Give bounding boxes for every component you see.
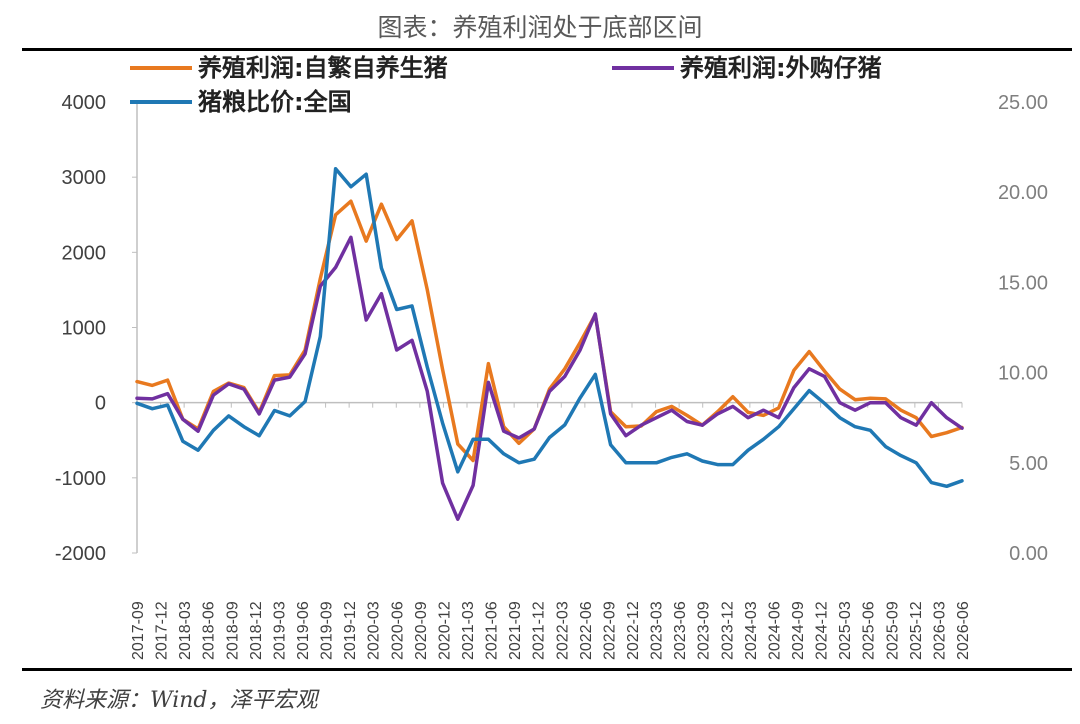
x-tick-label: 2025-03 (837, 601, 854, 660)
y-right-tick-label: 15.00 (998, 272, 1048, 294)
series-line-2 (135, 166, 964, 489)
x-tick-label: 2020-12 (436, 601, 453, 660)
x-tick-label: 2019-09 (319, 601, 336, 660)
x-tick-label: 2022-06 (578, 601, 595, 660)
top-rule (22, 48, 1072, 51)
bottom-rule (22, 668, 1072, 671)
series-line-1 (135, 235, 964, 521)
x-tick-label: 2023-12 (719, 601, 736, 660)
x-tick-label: 2023-09 (696, 601, 713, 660)
legend-label-0: 养殖利润:自繁自养生猪 (197, 54, 448, 82)
y-left-tick-label: 1000 (62, 318, 107, 340)
series-line-0 (135, 199, 964, 463)
y-left-tick-label: 4000 (62, 92, 107, 114)
x-tick-label: 2020-06 (389, 601, 406, 660)
x-tick-label: 2022-03 (554, 601, 571, 660)
x-tick-label: 2020-03 (366, 601, 383, 660)
legend-label-1: 养殖利润:外购仔猪 (679, 54, 882, 82)
legend-label-2: 猪粮比价:全国 (198, 88, 352, 116)
x-tick-label: 2019-06 (295, 601, 312, 660)
x-tick-label: 2017-09 (130, 601, 147, 660)
chart-title: 图表：养殖利润处于底部区间 (377, 13, 703, 42)
x-tick-label: 2021-03 (460, 601, 477, 660)
x-tick-label: 2024-12 (814, 601, 831, 660)
y-right-tick-label: 25.00 (998, 92, 1048, 114)
x-tick-label: 2026-03 (931, 601, 948, 660)
x-tick-label: 2024-06 (766, 601, 783, 660)
x-tick-label: 2018-12 (248, 601, 265, 660)
x-tick-label: 2018-03 (177, 601, 194, 660)
y-left-tick-label: 0 (95, 393, 106, 415)
y-right-tick-label: 0.00 (1009, 543, 1048, 565)
x-tick-label: 2024-09 (790, 601, 807, 660)
x-tick-label: 2019-03 (271, 601, 288, 660)
y-left-tick-label: -1000 (55, 468, 106, 490)
x-tick-label: 2018-09 (224, 601, 241, 660)
y-right-tick-label: 20.00 (998, 182, 1048, 204)
source-note: 资料来源：Wind，泽平宏观 (40, 688, 318, 713)
x-tick-label: 2025-12 (908, 601, 925, 660)
x-tick-label: 2021-09 (507, 601, 524, 660)
x-tick-label: 2023-03 (649, 601, 666, 660)
y-left-tick-label: -2000 (55, 543, 106, 565)
x-tick-label: 2025-06 (861, 601, 878, 660)
tick-labels: 4000 3000 2000 1000 0 -1000 -2000 25.00 20.00 15.… (55, 92, 1048, 660)
series-lines (135, 166, 964, 521)
x-tick-label: 2023-06 (672, 601, 689, 660)
x-tick-label: 2017-12 (154, 601, 171, 660)
x-tick-label: 2024-03 (743, 601, 760, 660)
y-right-tick-label: 5.00 (1009, 453, 1048, 475)
x-tick-label: 2020-09 (413, 601, 430, 660)
axes (132, 101, 963, 554)
y-left-tick-label: 2000 (62, 242, 107, 264)
y-left-tick-label: 3000 (62, 167, 107, 189)
x-tick-label: 2019-12 (342, 601, 359, 660)
x-tick-label: 2022-12 (625, 601, 642, 660)
x-tick-label: 2018-06 (201, 601, 218, 660)
x-tick-label: 2026-06 (955, 601, 972, 660)
x-tick-label: 2021-06 (484, 601, 501, 660)
x-tick-label: 2025-09 (884, 601, 901, 660)
x-tick-label: 2022-09 (601, 601, 618, 660)
x-tick-label: 2021-12 (531, 601, 548, 660)
y-right-tick-label: 10.00 (998, 363, 1048, 385)
